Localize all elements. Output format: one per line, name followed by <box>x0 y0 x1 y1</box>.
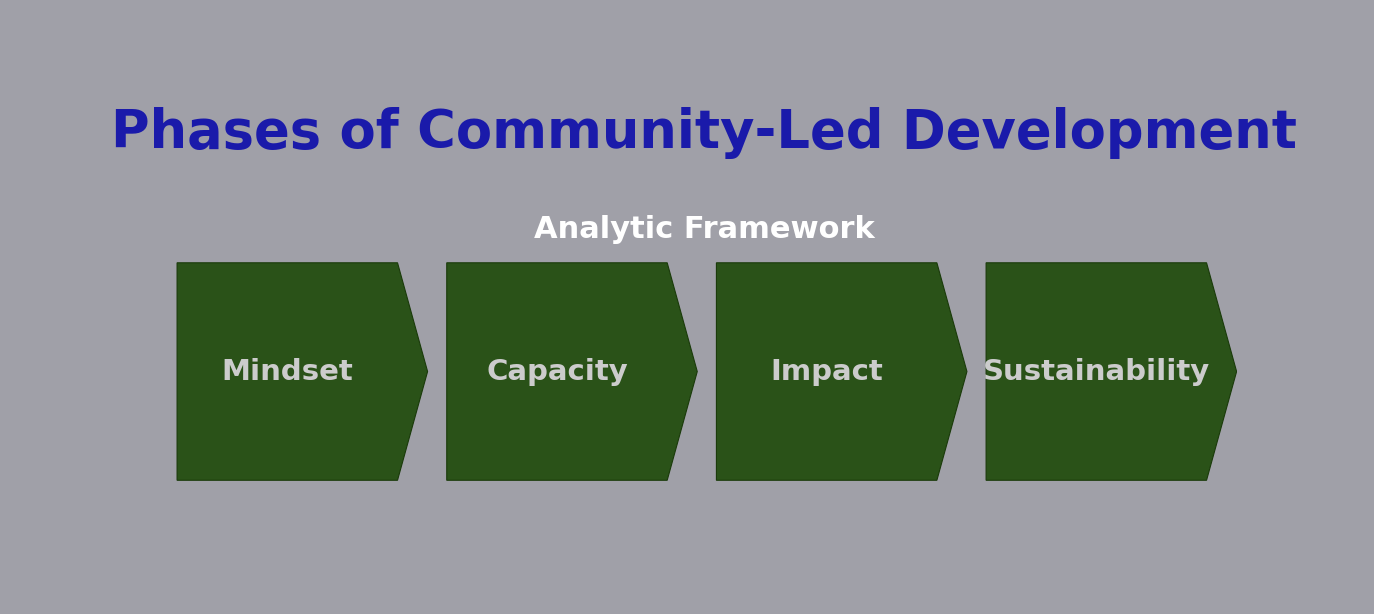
Text: Capacity: Capacity <box>486 357 628 386</box>
Polygon shape <box>447 263 697 480</box>
Text: Impact: Impact <box>771 357 883 386</box>
Text: Mindset: Mindset <box>221 357 353 386</box>
Polygon shape <box>716 263 967 480</box>
Text: Sustainability: Sustainability <box>982 357 1210 386</box>
Text: Phases of Community-Led Development: Phases of Community-Led Development <box>111 107 1297 159</box>
Polygon shape <box>177 263 427 480</box>
Polygon shape <box>987 263 1237 480</box>
Text: Analytic Framework: Analytic Framework <box>534 215 874 244</box>
